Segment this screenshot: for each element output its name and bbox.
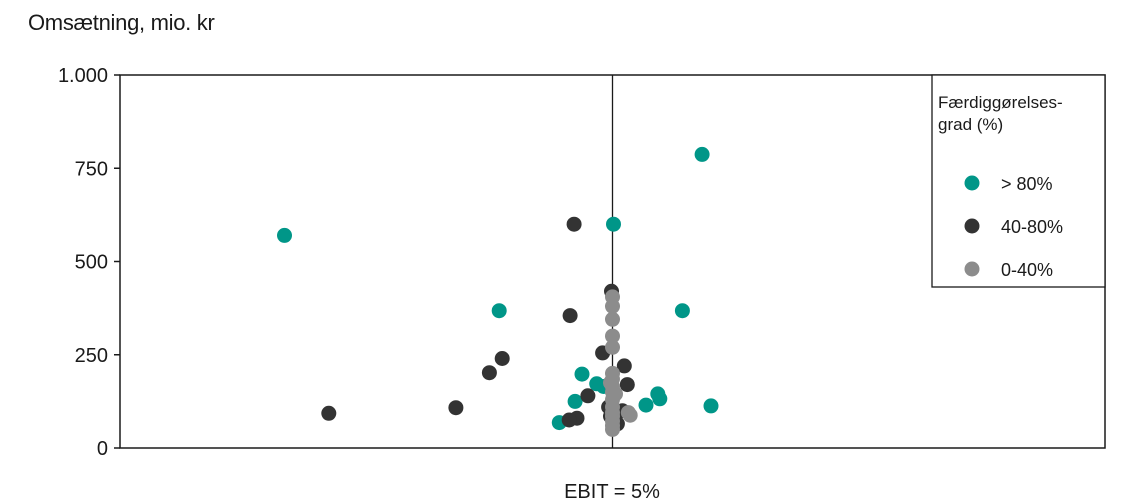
legend-marker [964,175,980,191]
data-point [638,397,654,413]
y-tick-label: 1.000 [58,65,108,87]
data-point [605,421,620,437]
legend-entry-label: 0-40% [1001,260,1053,280]
data-point [494,351,510,366]
data-point [605,311,620,327]
data-point [481,365,497,381]
y-tick-label: 0 [97,438,108,460]
legend-entry-label: 40-80% [1001,217,1063,237]
y-tick-label: 500 [75,252,108,274]
data-point [616,358,632,374]
data-point [566,216,582,232]
data-point [321,405,337,421]
legend-box [931,74,1106,288]
legend-marker [964,261,980,277]
data-point [608,386,623,402]
data-point [580,388,596,404]
legend: Færdiggørelses-grad (%) > 80% 40-80% 0-40% [931,74,1106,288]
data-point [277,227,292,243]
data-point [605,328,620,344]
series-1 [321,216,635,432]
data-point [703,398,719,414]
legend-entry-label: > 80% [1001,174,1053,194]
data-point [605,339,620,355]
data-point [606,216,621,232]
y-tick-label: 750 [75,158,108,180]
data-point [652,391,668,407]
legend-title-line: Færdiggørelses- [938,93,1063,112]
data-point [619,377,635,393]
data-point [674,303,690,319]
data-point [605,298,620,314]
series-2 [603,289,638,437]
data-point [574,366,590,382]
x-axis-label: EBIT = 5% [564,481,660,502]
chart-title: Omsætning, mio. kr [28,10,215,35]
data-point [448,400,464,416]
data-point [622,407,638,423]
legend-marker [964,218,980,234]
data-point [603,375,618,391]
axes-layer: 0 250 500 750 1.000 [58,65,1106,460]
series-0 [277,146,719,431]
data-point [562,308,578,324]
points-layer [277,146,719,437]
data-point [491,303,507,319]
data-point [694,146,710,162]
data-point [561,412,577,428]
data-point [567,393,583,409]
y-tick-label: 250 [75,345,108,367]
legend-title-line: grad (%) [938,115,1003,134]
